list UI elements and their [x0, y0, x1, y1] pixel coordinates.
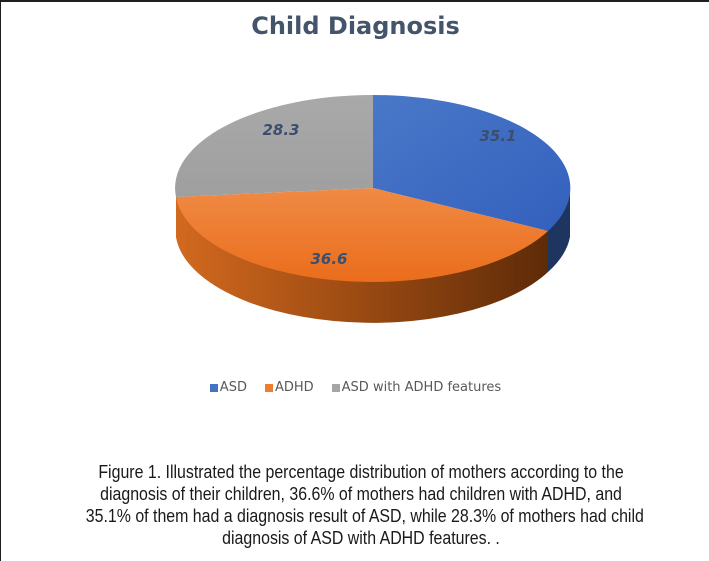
data-label-adhd: 36.6 — [310, 250, 347, 268]
figure-caption: Figure 1. Illustrated the percentage dis… — [85, 461, 644, 549]
legend-swatch-asd-with-adhd-icon — [331, 383, 340, 392]
chart-title: Child Diagnosis — [251, 12, 460, 40]
legend-item-asd-with-adhd: ASD with ADHD features — [331, 380, 502, 395]
legend-item-asd: ASD — [209, 380, 247, 395]
slice-side-asd — [548, 192, 570, 272]
pie-side-walls — [176, 192, 570, 323]
legend-swatch-asd-icon — [209, 383, 218, 392]
slice-asd — [373, 94, 571, 231]
caption-line-1: Figure 1. Illustrated the percentage dis… — [98, 461, 624, 482]
caption-line-4: diagnosis of ASD with ADHD features. . — [222, 527, 500, 548]
legend-item-adhd: ADHD — [264, 380, 314, 395]
pie-chart-3d: 35.1 36.6 28.3 — [175, 94, 571, 323]
slice-asd-with-adhd — [175, 94, 373, 197]
caption-line-2: diagnosis of their children, 36.6% of mo… — [100, 483, 622, 504]
legend-label-asd: ASD — [219, 380, 247, 395]
caption-line-3: 35.1% of them had a diagnosis result of … — [85, 505, 644, 526]
legend-swatch-adhd-icon — [264, 383, 273, 392]
data-label-combined: 28.3 — [262, 121, 299, 139]
legend-label-adhd: ADHD — [274, 380, 314, 395]
data-label-asd: 35.1 — [479, 127, 516, 145]
slice-adhd — [176, 188, 548, 282]
legend-label-asd-with-adhd: ASD with ADHD features — [341, 380, 502, 395]
chart-legend: ASD ADHD ASD with ADHD features — [1, 380, 709, 395]
slice-side-adhd — [176, 192, 548, 323]
pie-top-faces — [175, 94, 571, 282]
